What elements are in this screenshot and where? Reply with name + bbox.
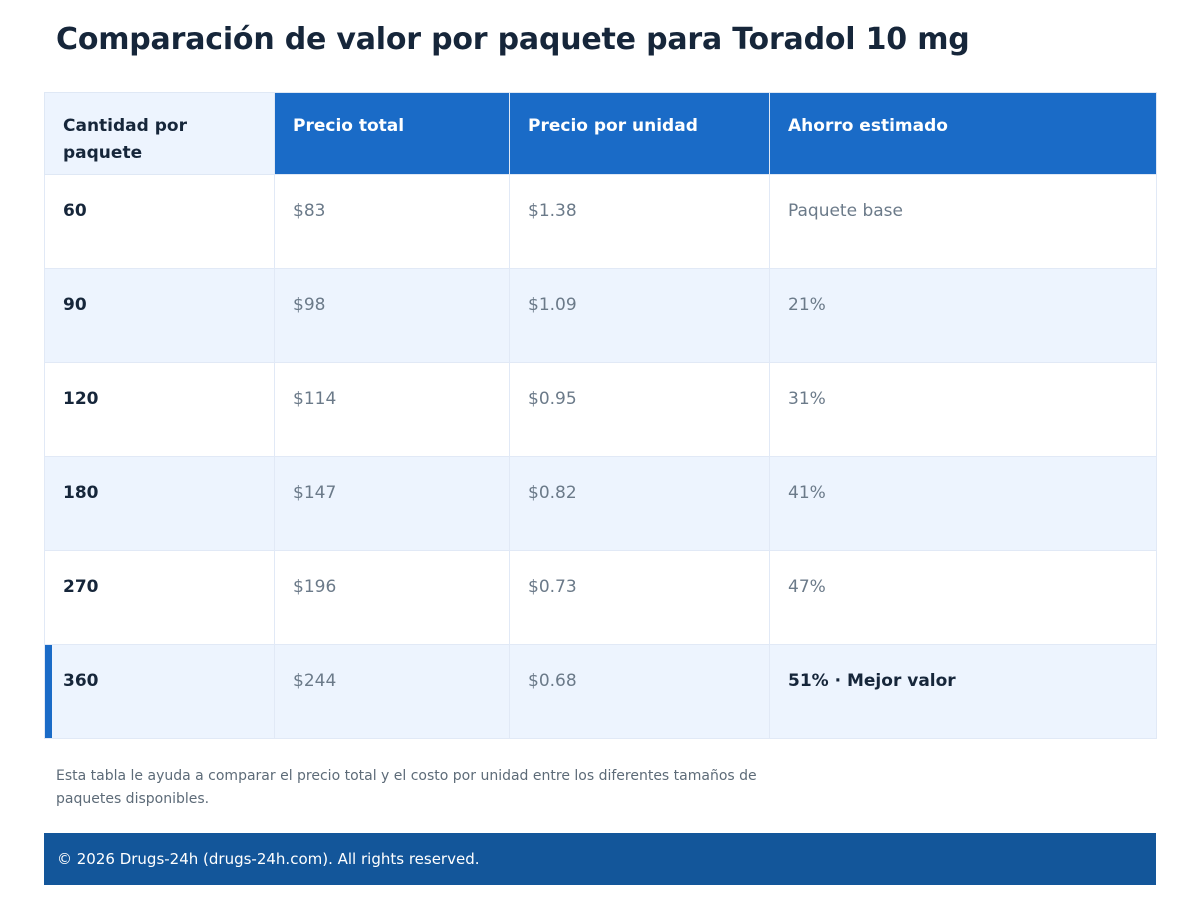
header-quantity: Cantidad por paquete (44, 92, 275, 175)
cell-quantity: 120 (44, 362, 275, 457)
package-comparison-table: Cantidad por paquete Precio total Precio… (44, 92, 1157, 739)
cell-quantity: 90 (44, 268, 275, 363)
table-row-best-value: 360 $244 $0.68 51% · Mejor valor (44, 644, 1157, 739)
cell-total-price: $244 (274, 644, 510, 739)
cell-saving: 31% (769, 362, 1157, 457)
footer: © 2026 Drugs-24h (drugs-24h.com). All ri… (44, 833, 1156, 885)
table-row: 90 $98 $1.09 21% (44, 268, 1157, 363)
cell-unit-price: $1.38 (509, 174, 770, 269)
table-row: 120 $114 $0.95 31% (44, 362, 1157, 457)
cell-unit-price: $0.95 (509, 362, 770, 457)
table-row: 270 $196 $0.73 47% (44, 550, 1157, 645)
table-header-row: Cantidad por paquete Precio total Precio… (44, 92, 1157, 175)
cell-saving-best-value: 51% · Mejor valor (769, 644, 1157, 739)
cell-total-price: $196 (274, 550, 510, 645)
cell-total-price: $147 (274, 456, 510, 551)
header-unit-price: Precio por unidad (509, 92, 770, 175)
cell-quantity: 270 (44, 550, 275, 645)
cell-total-price: $83 (274, 174, 510, 269)
package-comparison-table-container: Cantidad por paquete Precio total Precio… (44, 92, 1157, 739)
table-body: 60 $83 $1.38 Paquete base 90 $98 $1.09 2… (44, 174, 1157, 739)
cell-unit-price: $0.82 (509, 456, 770, 551)
table-header: Cantidad por paquete Precio total Precio… (44, 92, 1157, 175)
table-note: Esta tabla le ayuda a comparar el precio… (56, 768, 757, 807)
page-title: Comparación de valor por paquete para To… (56, 22, 970, 57)
cell-total-price: $114 (274, 362, 510, 457)
table-row: 60 $83 $1.38 Paquete base (44, 174, 1157, 269)
cell-saving: 47% (769, 550, 1157, 645)
header-estimated-saving: Ahorro estimado (769, 92, 1157, 175)
header-total-price: Precio total (274, 92, 510, 175)
cell-total-price: $98 (274, 268, 510, 363)
cell-quantity: 360 (44, 644, 275, 739)
footer-copyright: © 2026 Drugs-24h (drugs-24h.com). All ri… (57, 850, 480, 868)
cell-unit-price: $0.73 (509, 550, 770, 645)
cell-saving: 41% (769, 456, 1157, 551)
cell-quantity: 60 (44, 174, 275, 269)
cell-saving: 21% (769, 268, 1157, 363)
cell-quantity: 180 (44, 456, 275, 551)
table-row: 180 $147 $0.82 41% (44, 456, 1157, 551)
cell-saving: Paquete base (769, 174, 1157, 269)
cell-unit-price: $0.68 (509, 644, 770, 739)
cell-unit-price: $1.09 (509, 268, 770, 363)
